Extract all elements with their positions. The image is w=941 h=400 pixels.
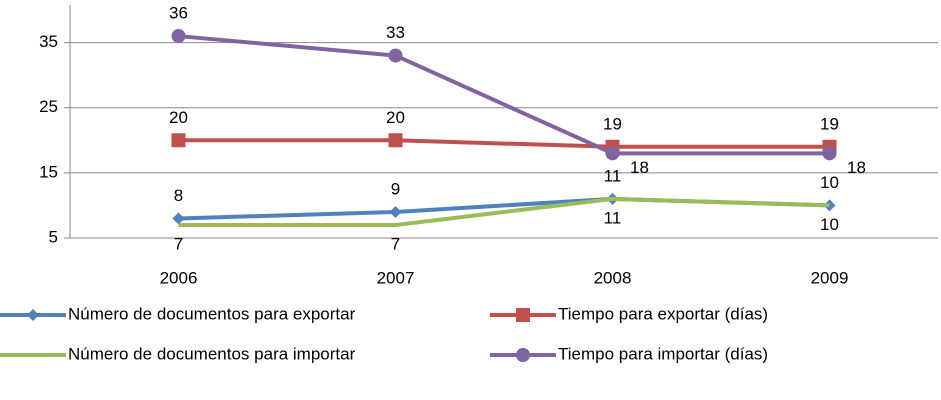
- series-line: [178, 34, 830, 156]
- data-label: 18: [630, 158, 649, 177]
- data-label: 19: [603, 114, 622, 133]
- data-label: 7: [174, 234, 183, 253]
- point: [388, 133, 403, 148]
- point: [822, 146, 837, 161]
- point: [171, 29, 186, 44]
- legend-label: Número de documentos para importar: [68, 344, 356, 363]
- data-label: 8: [174, 186, 183, 205]
- x-tick-label: 2006: [160, 268, 198, 287]
- x-tick-label: 2008: [594, 268, 632, 287]
- y-tick-label: 5: [49, 227, 58, 246]
- data-label: 7: [391, 234, 400, 253]
- legend-label: Tiempo para importar (días): [558, 344, 768, 363]
- data-label: 11: [604, 166, 622, 185]
- series-line: [178, 138, 830, 149]
- x-tick-label: 2009: [811, 268, 849, 287]
- legend-marker: [516, 348, 530, 362]
- legend-label: Tiempo para exportar (días): [558, 304, 768, 323]
- legend-label: Número de documentos para exportar: [68, 304, 356, 323]
- point: [172, 212, 185, 225]
- point: [388, 48, 403, 63]
- data-label: 11: [604, 208, 622, 227]
- y-tick-label: 25: [39, 97, 58, 116]
- legend-marker: [516, 308, 530, 322]
- series-line: [178, 196, 830, 227]
- data-label: 10: [820, 173, 839, 192]
- data-label: 36: [169, 4, 188, 23]
- data-label: 33: [386, 23, 405, 42]
- data-label: 10: [820, 215, 839, 234]
- data-label: 20: [169, 108, 188, 127]
- point: [389, 205, 402, 218]
- data-label: 20: [386, 108, 405, 127]
- point: [171, 133, 186, 148]
- legend-marker: [27, 309, 39, 321]
- y-tick-label: 35: [39, 32, 58, 51]
- data-label: 18: [847, 158, 866, 177]
- x-tick-label: 2007: [377, 268, 415, 287]
- data-label: 19: [820, 114, 839, 133]
- point: [605, 146, 620, 161]
- data-label: 9: [391, 179, 400, 198]
- y-tick-label: 15: [39, 162, 58, 181]
